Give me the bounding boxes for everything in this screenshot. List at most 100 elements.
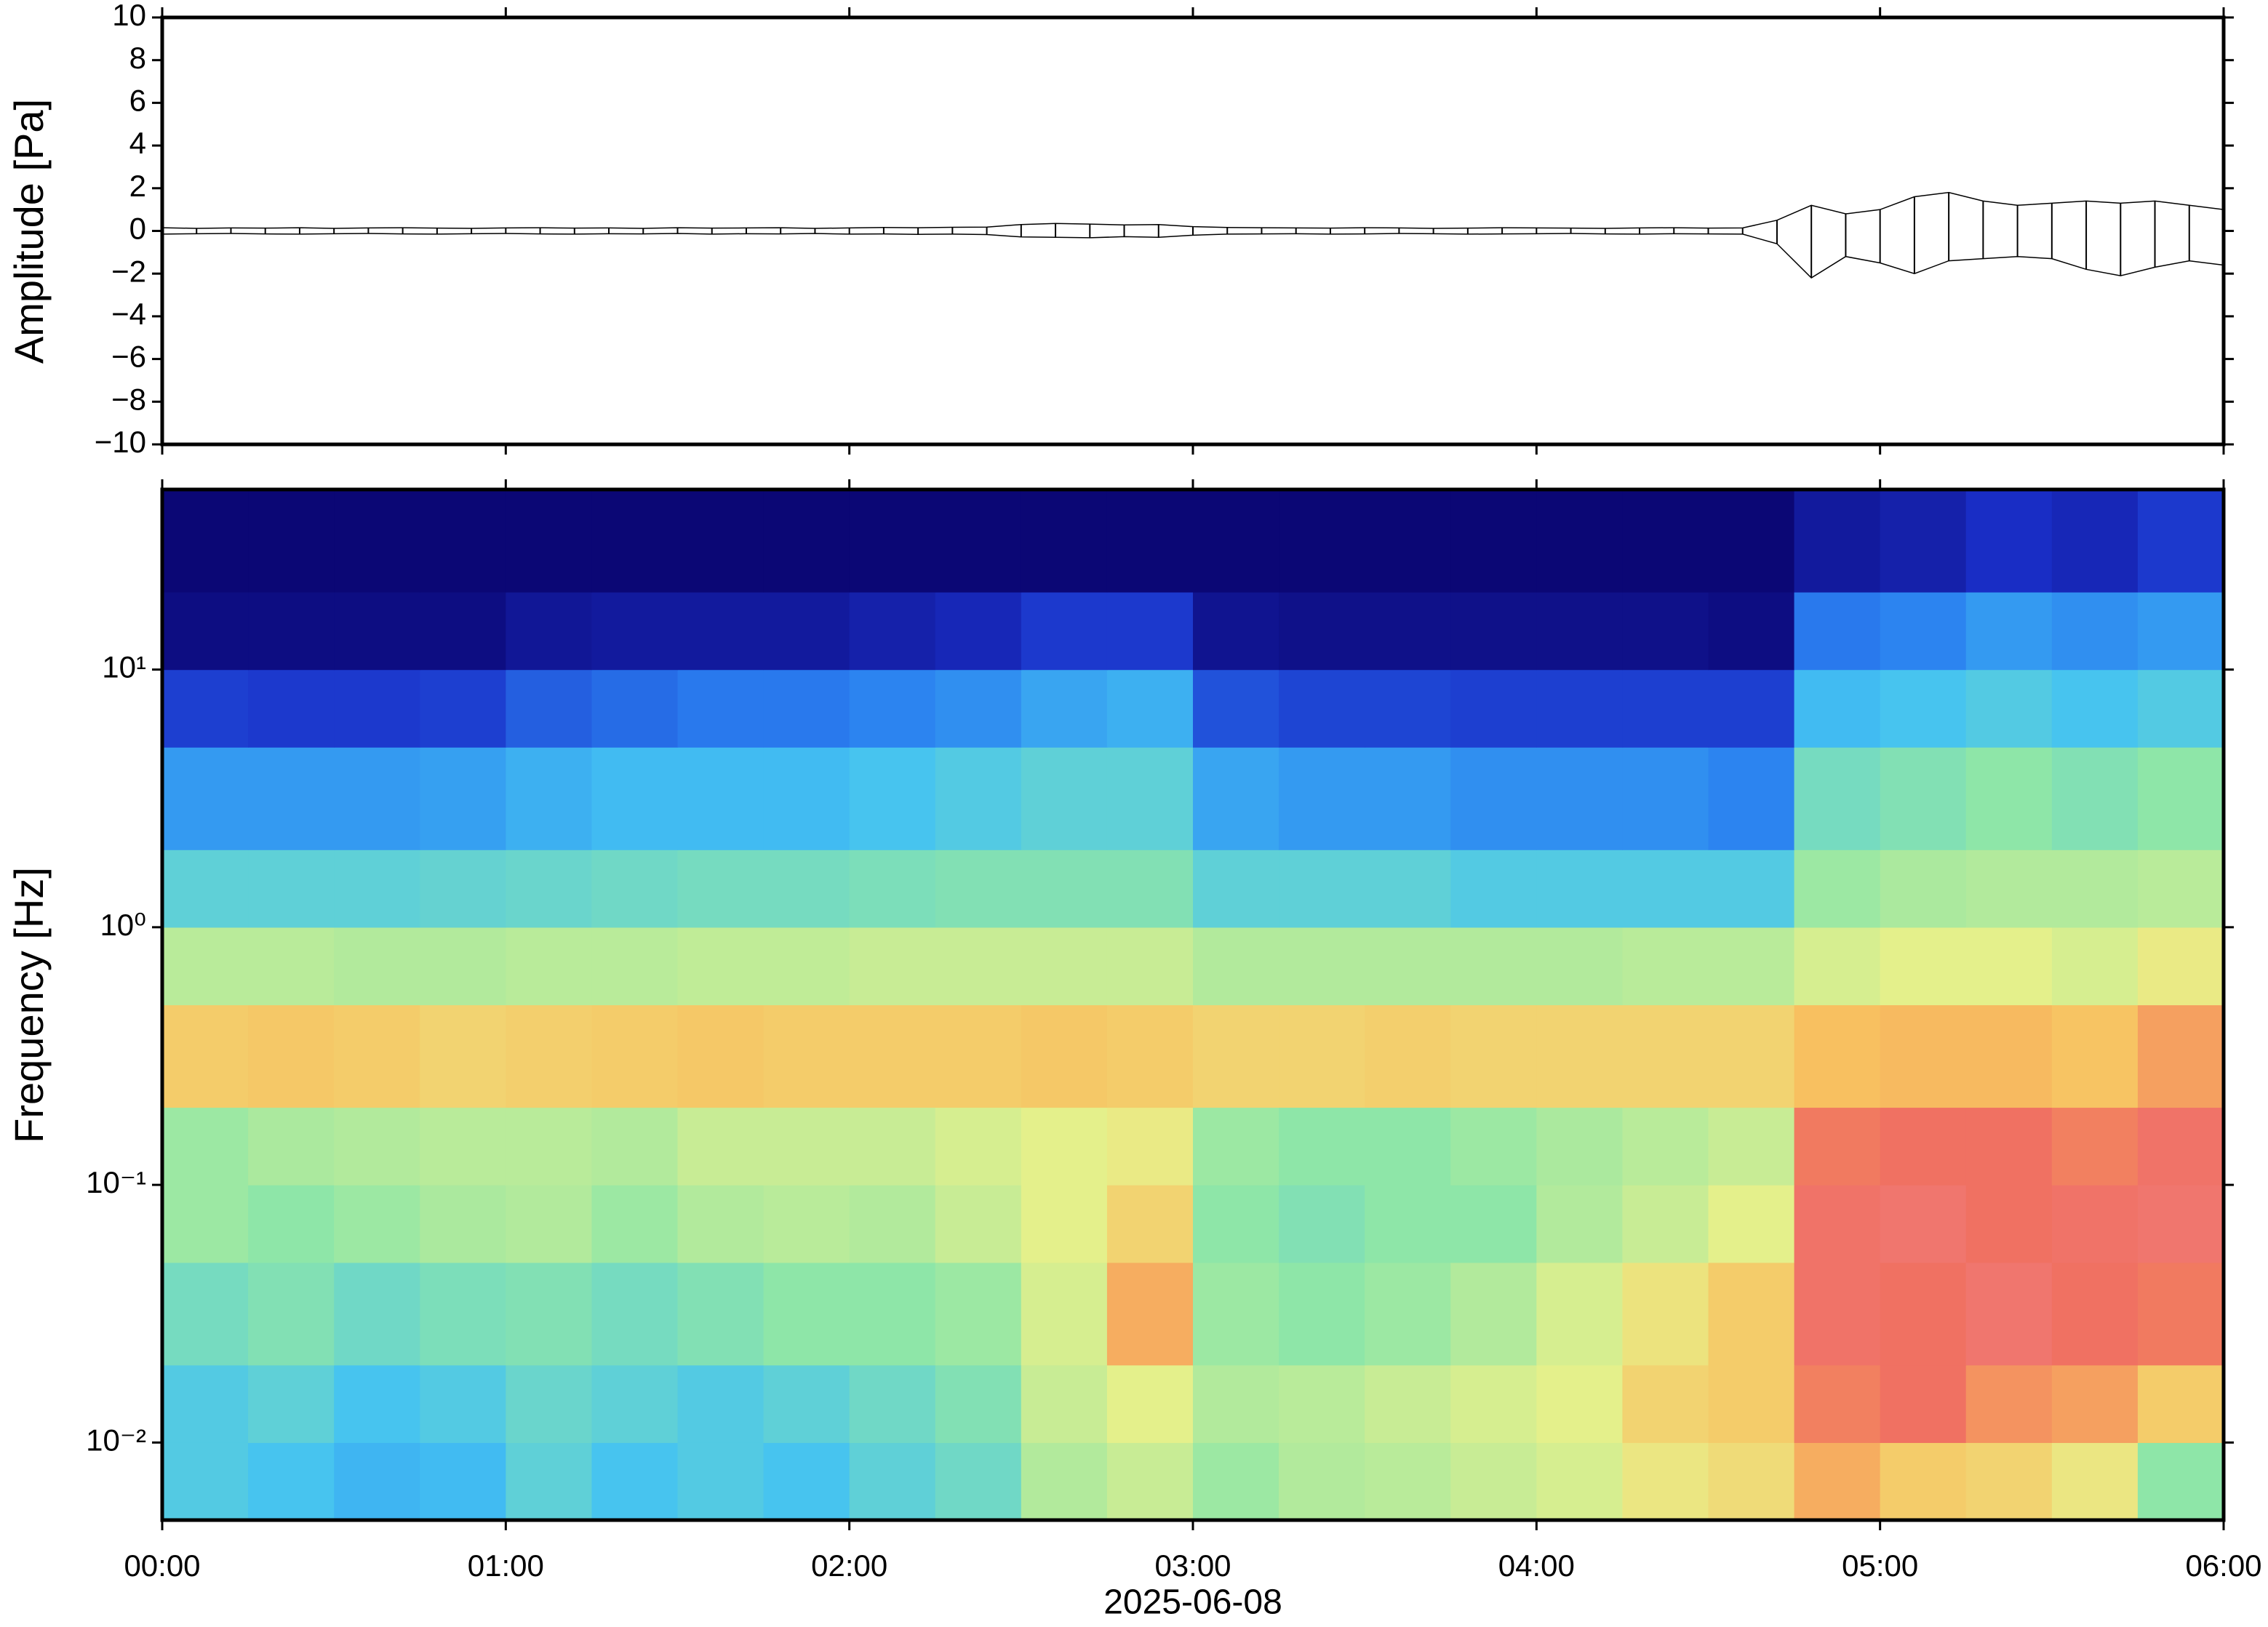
spectrogram-cell [1708, 591, 1795, 671]
spectrogram-cell [1365, 1185, 1451, 1263]
spectrogram-cell [1193, 489, 1279, 593]
spectrogram-cell [1450, 1185, 1537, 1263]
spectrogram-cell [935, 1004, 1022, 1108]
spectrogram-cell [506, 747, 593, 850]
spectrogram-cell [1880, 489, 1967, 593]
spectrogram-cell [1365, 927, 1451, 1006]
spectrogram-cell [420, 927, 506, 1006]
spectrogram-cell [849, 1442, 936, 1521]
spectrogram-cell [248, 1364, 335, 1443]
y-tick-label: 10⁻² [86, 1423, 146, 1457]
spectrogram-cell [1708, 747, 1795, 850]
spectrogram-cell [1193, 850, 1279, 928]
spectrogram-cell [1794, 669, 1881, 748]
spectrogram-cell [1450, 1442, 1537, 1521]
spectrogram-cell [1794, 1364, 1881, 1443]
spectrogram-cell [1536, 1364, 1624, 1443]
spectrogram-cell [1106, 1364, 1194, 1443]
x-tick-label: 03:00 [1154, 1548, 1231, 1583]
spectrogram-cell [1193, 747, 1279, 850]
spectrogram-cell [763, 1185, 850, 1263]
spectrogram-cell [763, 489, 850, 593]
y-axis-title: Amplitude [Pa] [6, 99, 52, 364]
spectrogram-cell [1106, 1107, 1194, 1186]
spectrogram-cell [1708, 489, 1795, 593]
spectrogram-cell [763, 1262, 850, 1366]
y-tick-label: −6 [111, 340, 146, 374]
spectrogram-cell [334, 1185, 420, 1263]
spectrogram-cell [1365, 591, 1451, 671]
y-tick-label: 10⁻¹ [86, 1165, 146, 1199]
spectrogram-cell [506, 1364, 593, 1443]
spectrogram-cell [1193, 591, 1279, 671]
spectrogram-cell [506, 1442, 593, 1521]
spectrogram-cell [162, 1185, 249, 1263]
spectrogram-cell [2137, 669, 2224, 748]
spectrogram-cell [248, 1262, 335, 1366]
spectrogram-cell [1193, 927, 1279, 1006]
spectrogram-cell [1965, 747, 2053, 850]
spectrogram-cell [1450, 1107, 1537, 1186]
spectrogram-cell [506, 1004, 593, 1108]
spectrogram-cell [248, 1185, 335, 1263]
spectrogram-cell [1622, 1262, 1709, 1366]
x-tick-label: 00:00 [124, 1548, 200, 1583]
spectrogram-cell [1880, 927, 1967, 1006]
spectrogram-cell [334, 1107, 420, 1186]
spectrogram-cell [1021, 927, 1108, 1006]
spectrogram-cell [1965, 1185, 2053, 1263]
spectrogram-cell [162, 1262, 249, 1366]
spectrogram-cell [591, 1107, 679, 1186]
spectrogram-cell [2137, 1442, 2224, 1521]
spectrogram-cell [1536, 669, 1624, 748]
spectrogram-cell [1021, 489, 1108, 593]
spectrogram-cell [420, 850, 506, 928]
spectrogram-cell [162, 1442, 249, 1521]
spectrogram-cell [1106, 1262, 1194, 1366]
spectrogram-cell [506, 850, 593, 928]
spectrogram-cell [591, 489, 679, 593]
spectrogram-cell [1193, 1185, 1279, 1263]
spectrogram-cell [1106, 1442, 1194, 1521]
spectrogram-cell [162, 1364, 249, 1443]
spectrogram-cell [677, 1185, 764, 1263]
spectrogram-cell [1708, 1262, 1795, 1366]
waveform-trace [161, 233, 2224, 279]
spectrogram-cell [1880, 1442, 1967, 1521]
spectrogram-cell [334, 591, 420, 671]
spectrogram-cell [1279, 1442, 1365, 1521]
spectrogram-cell [1536, 1442, 1624, 1521]
spectrogram-cell [1965, 1004, 2053, 1108]
spectrogram-cell [2051, 1442, 2139, 1521]
spectrogram-cell [849, 669, 936, 748]
spectrogram-cell [1021, 1262, 1108, 1366]
spectrogram-cell [763, 927, 850, 1006]
spectrogram-cell [2137, 489, 2224, 593]
y-tick-label: 0 [129, 212, 146, 246]
spectrogram-cell [1880, 1185, 1967, 1263]
spectrogram-cell [1279, 927, 1365, 1006]
spectrogram [162, 489, 2224, 1521]
spectrogram-cell [506, 489, 593, 593]
spectrogram-cell [849, 489, 936, 593]
x-axis-title: 2025-06-08 [1103, 1583, 1282, 1622]
y-tick-label: −2 [111, 254, 146, 288]
spectrogram-cell [1880, 1262, 1967, 1366]
spectrogram-cell [1536, 591, 1624, 671]
spectrogram-cell [248, 1004, 335, 1108]
spectrogram-cell [2137, 747, 2224, 850]
y-axis-title: Frequency [Hz] [6, 867, 52, 1143]
spectrogram-cell [1708, 1364, 1795, 1443]
y-tick-label: −8 [111, 382, 146, 416]
spectrogram-cell [1193, 1442, 1279, 1521]
spectrogram-cell [1279, 850, 1365, 928]
spectrogram-cell [1450, 591, 1537, 671]
y-tick-label: 4 [129, 126, 146, 160]
spectrogram-cell [1021, 1004, 1108, 1108]
spectrogram-cell [1450, 489, 1537, 593]
spectrogram-cell [420, 489, 506, 593]
spectrogram-cell [1880, 850, 1967, 928]
spectrogram-cell [1279, 489, 1365, 593]
spectrogram-cell [763, 850, 850, 928]
spectrogram-cell [1365, 1364, 1451, 1443]
